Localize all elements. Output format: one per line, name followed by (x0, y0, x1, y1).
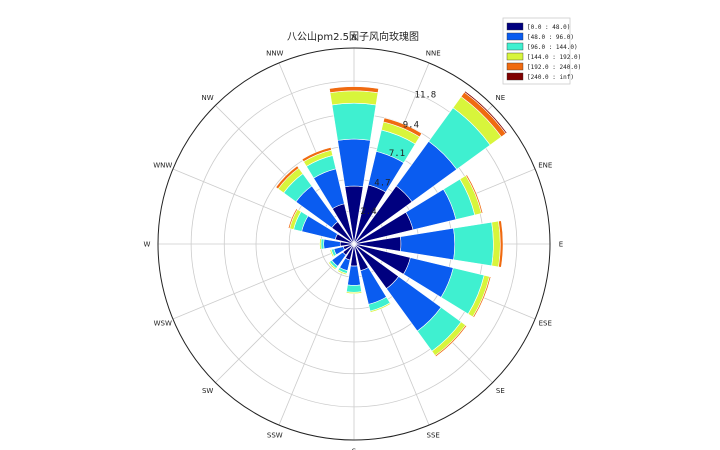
wind-bar-segment (338, 139, 371, 187)
legend-swatch (507, 53, 523, 60)
direction-label: SSE (427, 432, 440, 440)
direction-label: NNW (266, 49, 283, 57)
ring-label: 9.4 (403, 120, 419, 130)
direction-label: SE (496, 387, 505, 395)
wind-bars (276, 87, 507, 357)
direction-label: W (144, 241, 151, 249)
wind-bar-segment (454, 222, 494, 266)
legend-entry: [48.0 : 96.0) (527, 34, 574, 41)
wind-bar-segment (346, 285, 361, 292)
wind-bar-segment (348, 266, 361, 286)
direction-label: ESE (539, 320, 552, 328)
ring-label: 11.8 (415, 91, 437, 101)
ring-label: 2.4 (360, 207, 376, 217)
legend-entry: [144.0 : 192.0) (527, 54, 581, 61)
legend-swatch (507, 43, 523, 50)
ring-label: 7.1 (389, 149, 405, 159)
direction-label: ENE (538, 161, 552, 169)
wind-bar-segment (330, 91, 378, 105)
wind-bar-segment (319, 239, 321, 250)
direction-label: E (559, 241, 563, 249)
legend-swatch (507, 23, 523, 30)
direction-label: SSW (267, 432, 283, 440)
grid-spoke (173, 244, 354, 319)
wind-bar-segment (400, 228, 454, 260)
direction-label: SW (202, 387, 213, 395)
legend-entry: [96.0 : 144.0) (527, 44, 578, 51)
ring-label: 4.7 (374, 179, 390, 189)
direction-label: NE (496, 94, 506, 102)
direction-label: N (351, 34, 356, 42)
legend-swatch (507, 73, 523, 80)
wind-bar-segment (332, 103, 376, 140)
legend-entry: [0.0 : 48.0) (527, 24, 570, 31)
direction-label: WSW (154, 320, 172, 328)
legend-entry: [192.0 : 240.0) (527, 64, 581, 71)
legend-swatch (507, 63, 523, 70)
wind-bar-segment (324, 239, 341, 249)
direction-label: NW (202, 94, 214, 102)
legend-swatch (507, 33, 523, 40)
direction-label: WNW (153, 161, 172, 169)
legend-entry: [240.0 : inf) (527, 74, 574, 81)
legend: [0.0 : 48.0) [48.0 : 96.0) [96.0 : 144.0) [… (503, 18, 581, 84)
direction-label: NNE (426, 49, 441, 57)
